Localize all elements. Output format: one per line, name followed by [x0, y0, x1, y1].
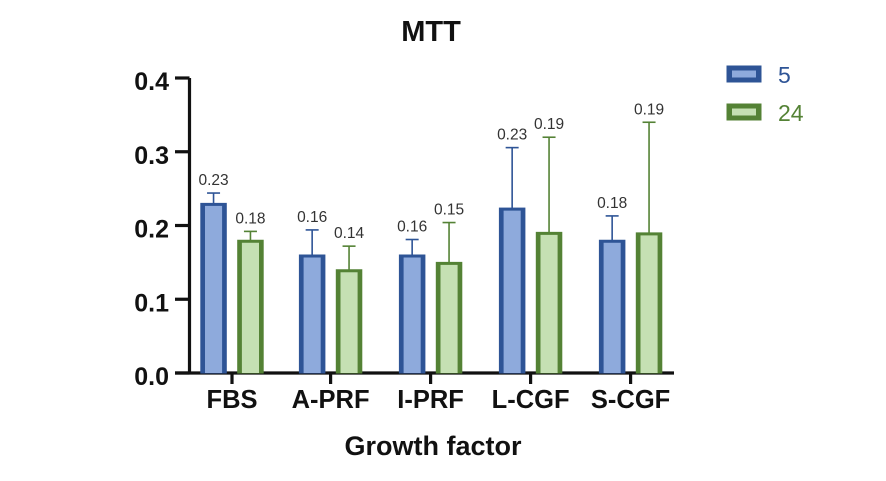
svg-text:0.23: 0.23	[198, 172, 228, 189]
svg-text:A-PRF: A-PRF	[292, 386, 370, 414]
svg-text:FBS: FBS	[207, 386, 258, 414]
svg-text:0.4: 0.4	[134, 68, 169, 96]
svg-text:I-PRF: I-PRF	[397, 386, 464, 414]
svg-text:5: 5	[778, 62, 791, 88]
svg-text:0.19: 0.19	[534, 116, 564, 133]
svg-text:0.23: 0.23	[497, 127, 527, 144]
svg-text:0.2: 0.2	[134, 216, 169, 244]
svg-text:MTT: MTT	[401, 16, 461, 48]
svg-text:0.1: 0.1	[134, 289, 169, 317]
svg-text:0.19: 0.19	[634, 101, 664, 118]
svg-text:0.3: 0.3	[134, 142, 169, 170]
svg-text:0.14: 0.14	[334, 225, 365, 242]
svg-text:0.18: 0.18	[597, 195, 627, 212]
svg-text:0.16: 0.16	[297, 209, 327, 226]
svg-text:L-CGF: L-CGF	[492, 386, 570, 414]
svg-text:0.15: 0.15	[434, 202, 464, 219]
svg-text:S-CGF: S-CGF	[591, 386, 670, 414]
svg-text:0.0: 0.0	[134, 363, 169, 391]
svg-text:Growth factor: Growth factor	[344, 431, 521, 461]
svg-text:24: 24	[778, 100, 804, 126]
svg-text:0.18: 0.18	[235, 210, 265, 227]
svg-text:0.16: 0.16	[397, 219, 427, 236]
